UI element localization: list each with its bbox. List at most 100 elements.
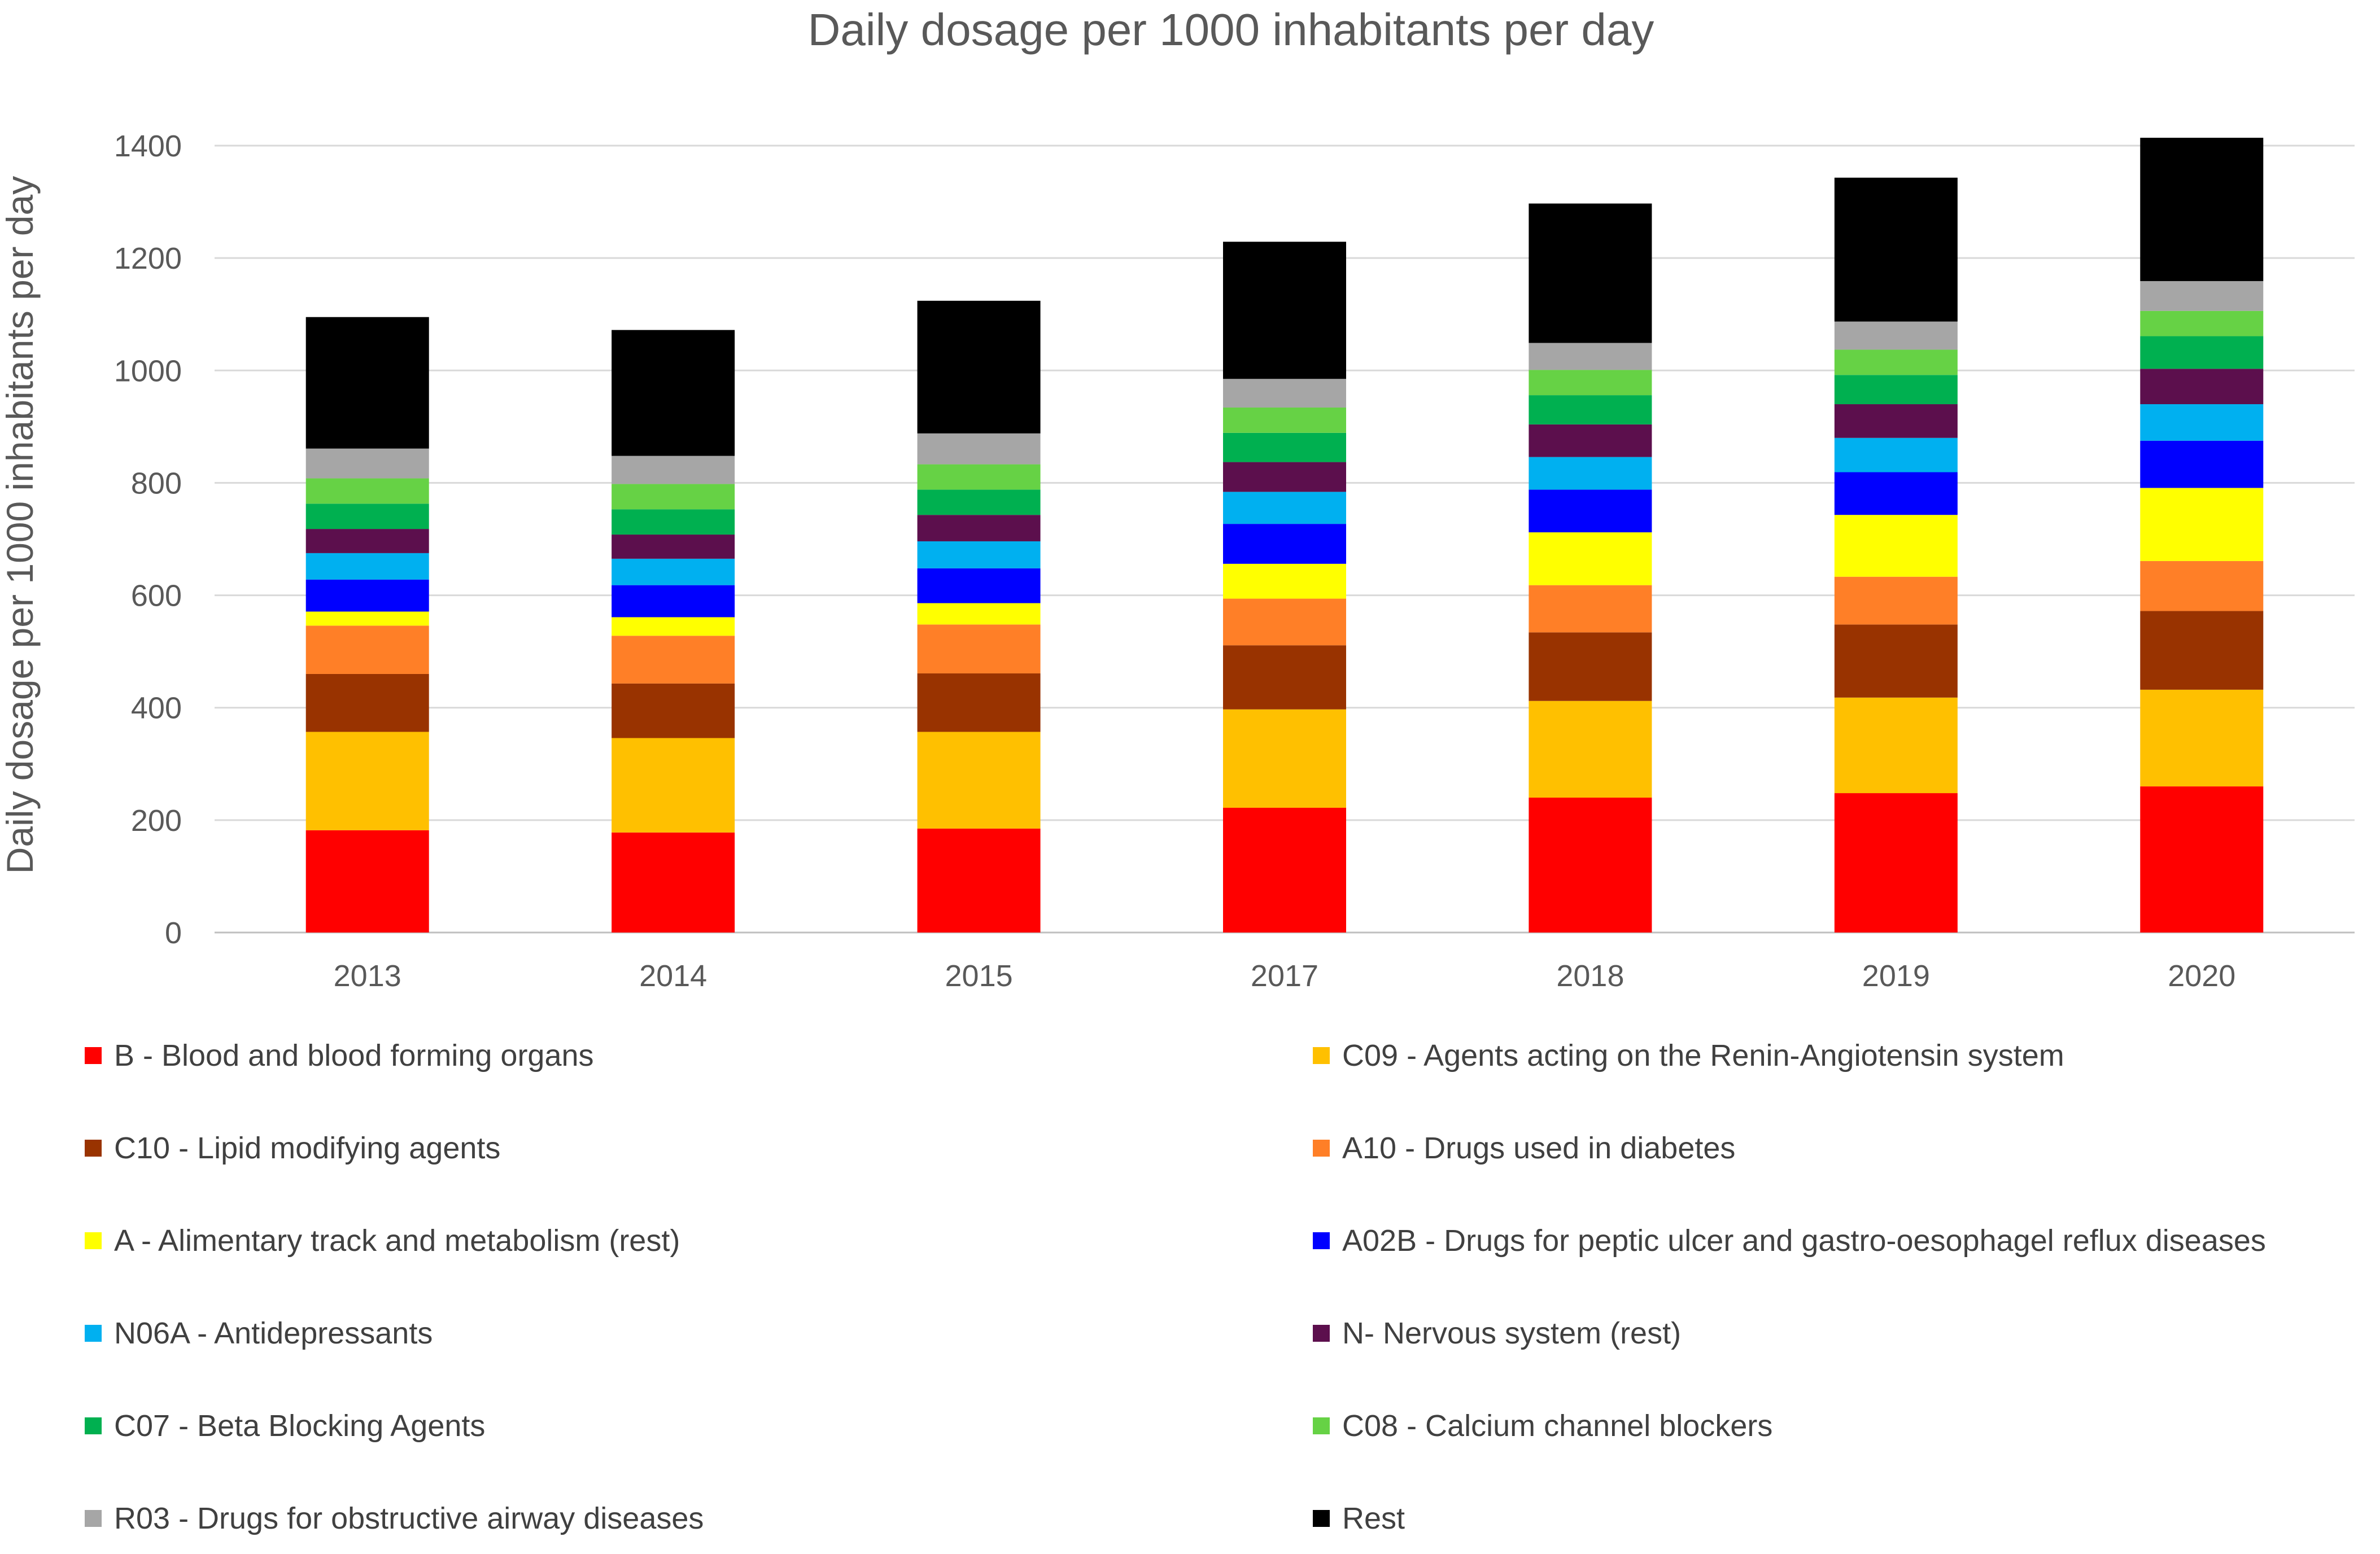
x-tick-label: 2018 [1556,959,1624,993]
bar-segment [612,832,735,933]
bars [305,138,2264,933]
legend-swatch [1313,1140,1330,1157]
bar-segment [917,568,1041,603]
bar-segment [2140,440,2264,488]
legend-swatch [85,1417,102,1434]
bar-segment [612,617,735,636]
legend-swatch [85,1140,102,1157]
bar-segment [2140,369,2264,405]
bar-segment [612,585,735,618]
bar-segment [1223,807,1346,933]
bar-segment [2140,689,2264,787]
bar-segment [1223,432,1346,462]
y-tick-label: 400 [131,691,182,725]
legend-item: N06A - Antidepressants [85,1311,433,1356]
bar-segment [917,489,1041,515]
y-tick-label: 200 [131,804,182,838]
bar-segment [1529,343,1652,370]
bar-segment [917,541,1041,568]
y-axis-label: Daily dosage per 1000 inhabitants per da… [0,176,41,874]
x-tick-label: 2015 [945,959,1013,993]
bar-segment [1834,697,1958,794]
legend-item: C09 - Agents acting on the Renin-Angiote… [1313,1033,2064,1078]
bar-segment [1223,408,1346,433]
bar-segment [2140,310,2264,336]
bar-segment [1223,379,1346,408]
bar-segment [305,478,429,504]
bar-segment [2140,611,2264,690]
bar-segment [1834,349,1958,375]
legend-label: Rest [1342,1502,1405,1535]
bar-segment [1834,404,1958,438]
bar-segment [2140,561,2264,611]
bar-stack-2018 [1529,203,1652,933]
bar-segment [1529,395,1652,424]
bar-segment [1529,585,1652,633]
bar-segment [612,738,735,833]
bar-segment [305,529,429,553]
bar-segment [305,830,429,933]
y-axis-ticks: 0 200 400 600 800 1000 1200 1400 [114,129,182,950]
bar-segment [917,603,1041,625]
bar-stack-2020 [2140,138,2264,933]
legend-label: N- Nervous system (rest) [1342,1316,1682,1350]
bar-segment [305,673,429,732]
bar-segment [1529,370,1652,396]
bar-segment [305,317,429,449]
bar-stack-2013 [305,317,429,933]
bar-segment [1834,793,1958,933]
bar-segment [305,448,429,479]
bar-segment [305,504,429,529]
bar-segment [917,828,1041,933]
legend-swatch [85,1510,102,1527]
bar-segment [1834,472,1958,515]
bar-segment [917,673,1041,732]
y-tick-label: 1200 [114,242,182,275]
y-tick-label: 0 [165,916,182,950]
bar-segment [305,625,429,674]
legend-swatch [1313,1325,1330,1342]
bar-segment [1529,532,1652,585]
bar-segment [1223,563,1346,599]
bar-segment [917,300,1041,434]
bar-segment [1834,375,1958,405]
legend-swatch [85,1232,102,1249]
x-axis-ticks: 2013 2014 2015 2017 2018 2019 2020 [334,959,2236,993]
bar-segment [1834,576,1958,625]
bar-segment [1529,457,1652,490]
bar-segment [305,579,429,612]
bar-segment [612,456,735,484]
legend-swatch [1313,1417,1330,1434]
legend-label: C07 - Beta Blocking Agents [114,1409,486,1443]
x-tick-label: 2013 [334,959,401,993]
legend-swatch [1313,1047,1330,1064]
y-tick-label: 1000 [114,354,182,388]
x-tick-label: 2020 [2168,959,2235,993]
legend-item: A02B - Drugs for peptic ulcer and gastro… [1313,1218,2266,1263]
bar-segment [2140,281,2264,311]
bar-segment [612,683,735,738]
legend-label: C08 - Calcium channel blockers [1342,1409,1773,1443]
legend-label: R03 - Drugs for obstructive airway disea… [114,1502,704,1535]
legend-label: N06A - Antidepressants [114,1316,433,1350]
y-tick-label: 1400 [114,129,182,163]
bar-segment [1223,598,1346,646]
legend-label: A02B - Drugs for peptic ulcer and gastro… [1342,1224,2266,1258]
bar-segment [1529,203,1652,343]
y-tick-label: 800 [131,466,182,500]
bar-segment [2140,138,2264,281]
legend-item: B - Blood and blood forming organs [85,1033,594,1078]
bar-segment [1529,424,1652,457]
bar-segment [1834,624,1958,698]
legend-item: R03 - Drugs for obstructive airway disea… [85,1496,704,1541]
bar-segment [1834,515,1958,577]
legend-item: N- Nervous system (rest) [1313,1311,1681,1356]
bar-segment [1223,492,1346,524]
bar-segment [305,732,429,830]
legend-label: A10 - Drugs used in diabetes [1342,1131,1736,1165]
bar-segment [612,509,735,535]
y-tick-label: 600 [131,579,182,613]
legend-swatch [1313,1510,1330,1527]
legend-swatch [85,1325,102,1342]
